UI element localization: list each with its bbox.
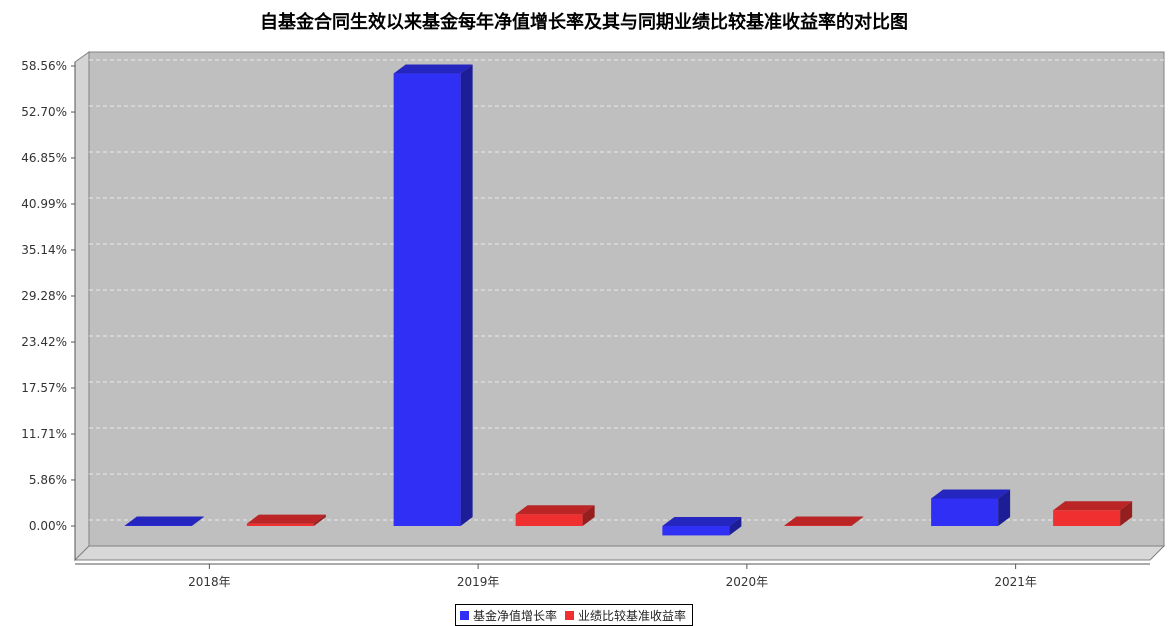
- bar-top: [124, 516, 204, 526]
- legend-item-fund: 基金净值增长率: [460, 607, 557, 624]
- y-tick-label: 5.86%: [29, 473, 67, 487]
- bar-side: [998, 489, 1011, 526]
- y-tick-label: 58.56%: [21, 59, 67, 73]
- bar-top: [1053, 501, 1133, 511]
- bar-side: [729, 517, 742, 536]
- legend-swatch-fund: [460, 610, 469, 620]
- bar-benchmark-1: [246, 514, 326, 526]
- bar-side: [313, 514, 326, 526]
- x-axis: 2018年 2019年 2020年 2021年: [188, 564, 1037, 589]
- y-axis: 0.00% 5.86% 11.71% 17.57% 23.42% 29.28% 35.14%…: [21, 59, 75, 533]
- bar-top: [515, 505, 595, 515]
- y-tick-label: 46.85%: [21, 151, 67, 165]
- bar-fund-2: [393, 64, 473, 526]
- bar-front: [1053, 510, 1121, 526]
- plot-floor: [73, 545, 1166, 561]
- bar-top: [662, 517, 742, 526]
- bars: [124, 64, 1133, 536]
- bar-side: [851, 516, 864, 526]
- chart-title: 自基金合同生效以来基金每年净值增长率及其与同期业绩比较基准收益率的对比图: [260, 12, 908, 33]
- bar-front: [662, 526, 730, 536]
- bar-front: [124, 525, 192, 526]
- y-tick-label: 40.99%: [21, 197, 67, 211]
- x-tick-label: 2019年: [457, 575, 500, 589]
- bar-top: [393, 64, 473, 74]
- y-tick-label: 11.71%: [21, 427, 67, 441]
- bar-front: [784, 525, 852, 526]
- legend: 基金净值增长率 业绩比较基准收益率: [455, 604, 694, 626]
- plot-left-wall: [74, 51, 90, 562]
- legend-item-benchmark: 业绩比较基准收益率: [565, 607, 686, 624]
- x-tick-label: 2018年: [188, 575, 231, 589]
- x-tick-label: 2021年: [994, 575, 1037, 589]
- bar-side: [191, 516, 204, 526]
- legend-label-benchmark: 业绩比较基准收益率: [578, 608, 687, 623]
- bar-benchmark-2: [515, 505, 595, 526]
- x-tick-label: 2020年: [726, 575, 769, 589]
- bar-fund-3: [662, 517, 742, 536]
- y-tick-label: 23.42%: [21, 335, 67, 349]
- bar-top: [246, 514, 326, 524]
- bar-benchmark-3: [784, 516, 864, 526]
- y-tick-label: 17.57%: [21, 381, 67, 395]
- legend-swatch-benchmark: [565, 610, 575, 620]
- bar-front: [393, 73, 461, 526]
- y-tick-label: 29.28%: [21, 289, 67, 303]
- bar-fund-1: [124, 516, 204, 526]
- bar-fund-4: [931, 489, 1011, 526]
- bar-top: [784, 516, 864, 526]
- bar-front: [246, 523, 314, 526]
- y-tick-label: 52.70%: [21, 105, 67, 119]
- bar-side: [582, 505, 595, 526]
- bar-top: [931, 489, 1011, 499]
- bar-front: [931, 498, 999, 526]
- plot-frame: [73, 51, 1166, 565]
- bar-front: [515, 514, 583, 526]
- y-tick-label: 35.14%: [21, 243, 67, 257]
- bar-benchmark-4: [1053, 501, 1133, 526]
- bar-side: [460, 64, 473, 526]
- plot-back-wall: [88, 51, 1165, 547]
- legend-label-fund: 基金净值增长率: [473, 608, 558, 623]
- y-tick-label: 0.00%: [29, 519, 67, 533]
- bar-side: [1120, 501, 1133, 526]
